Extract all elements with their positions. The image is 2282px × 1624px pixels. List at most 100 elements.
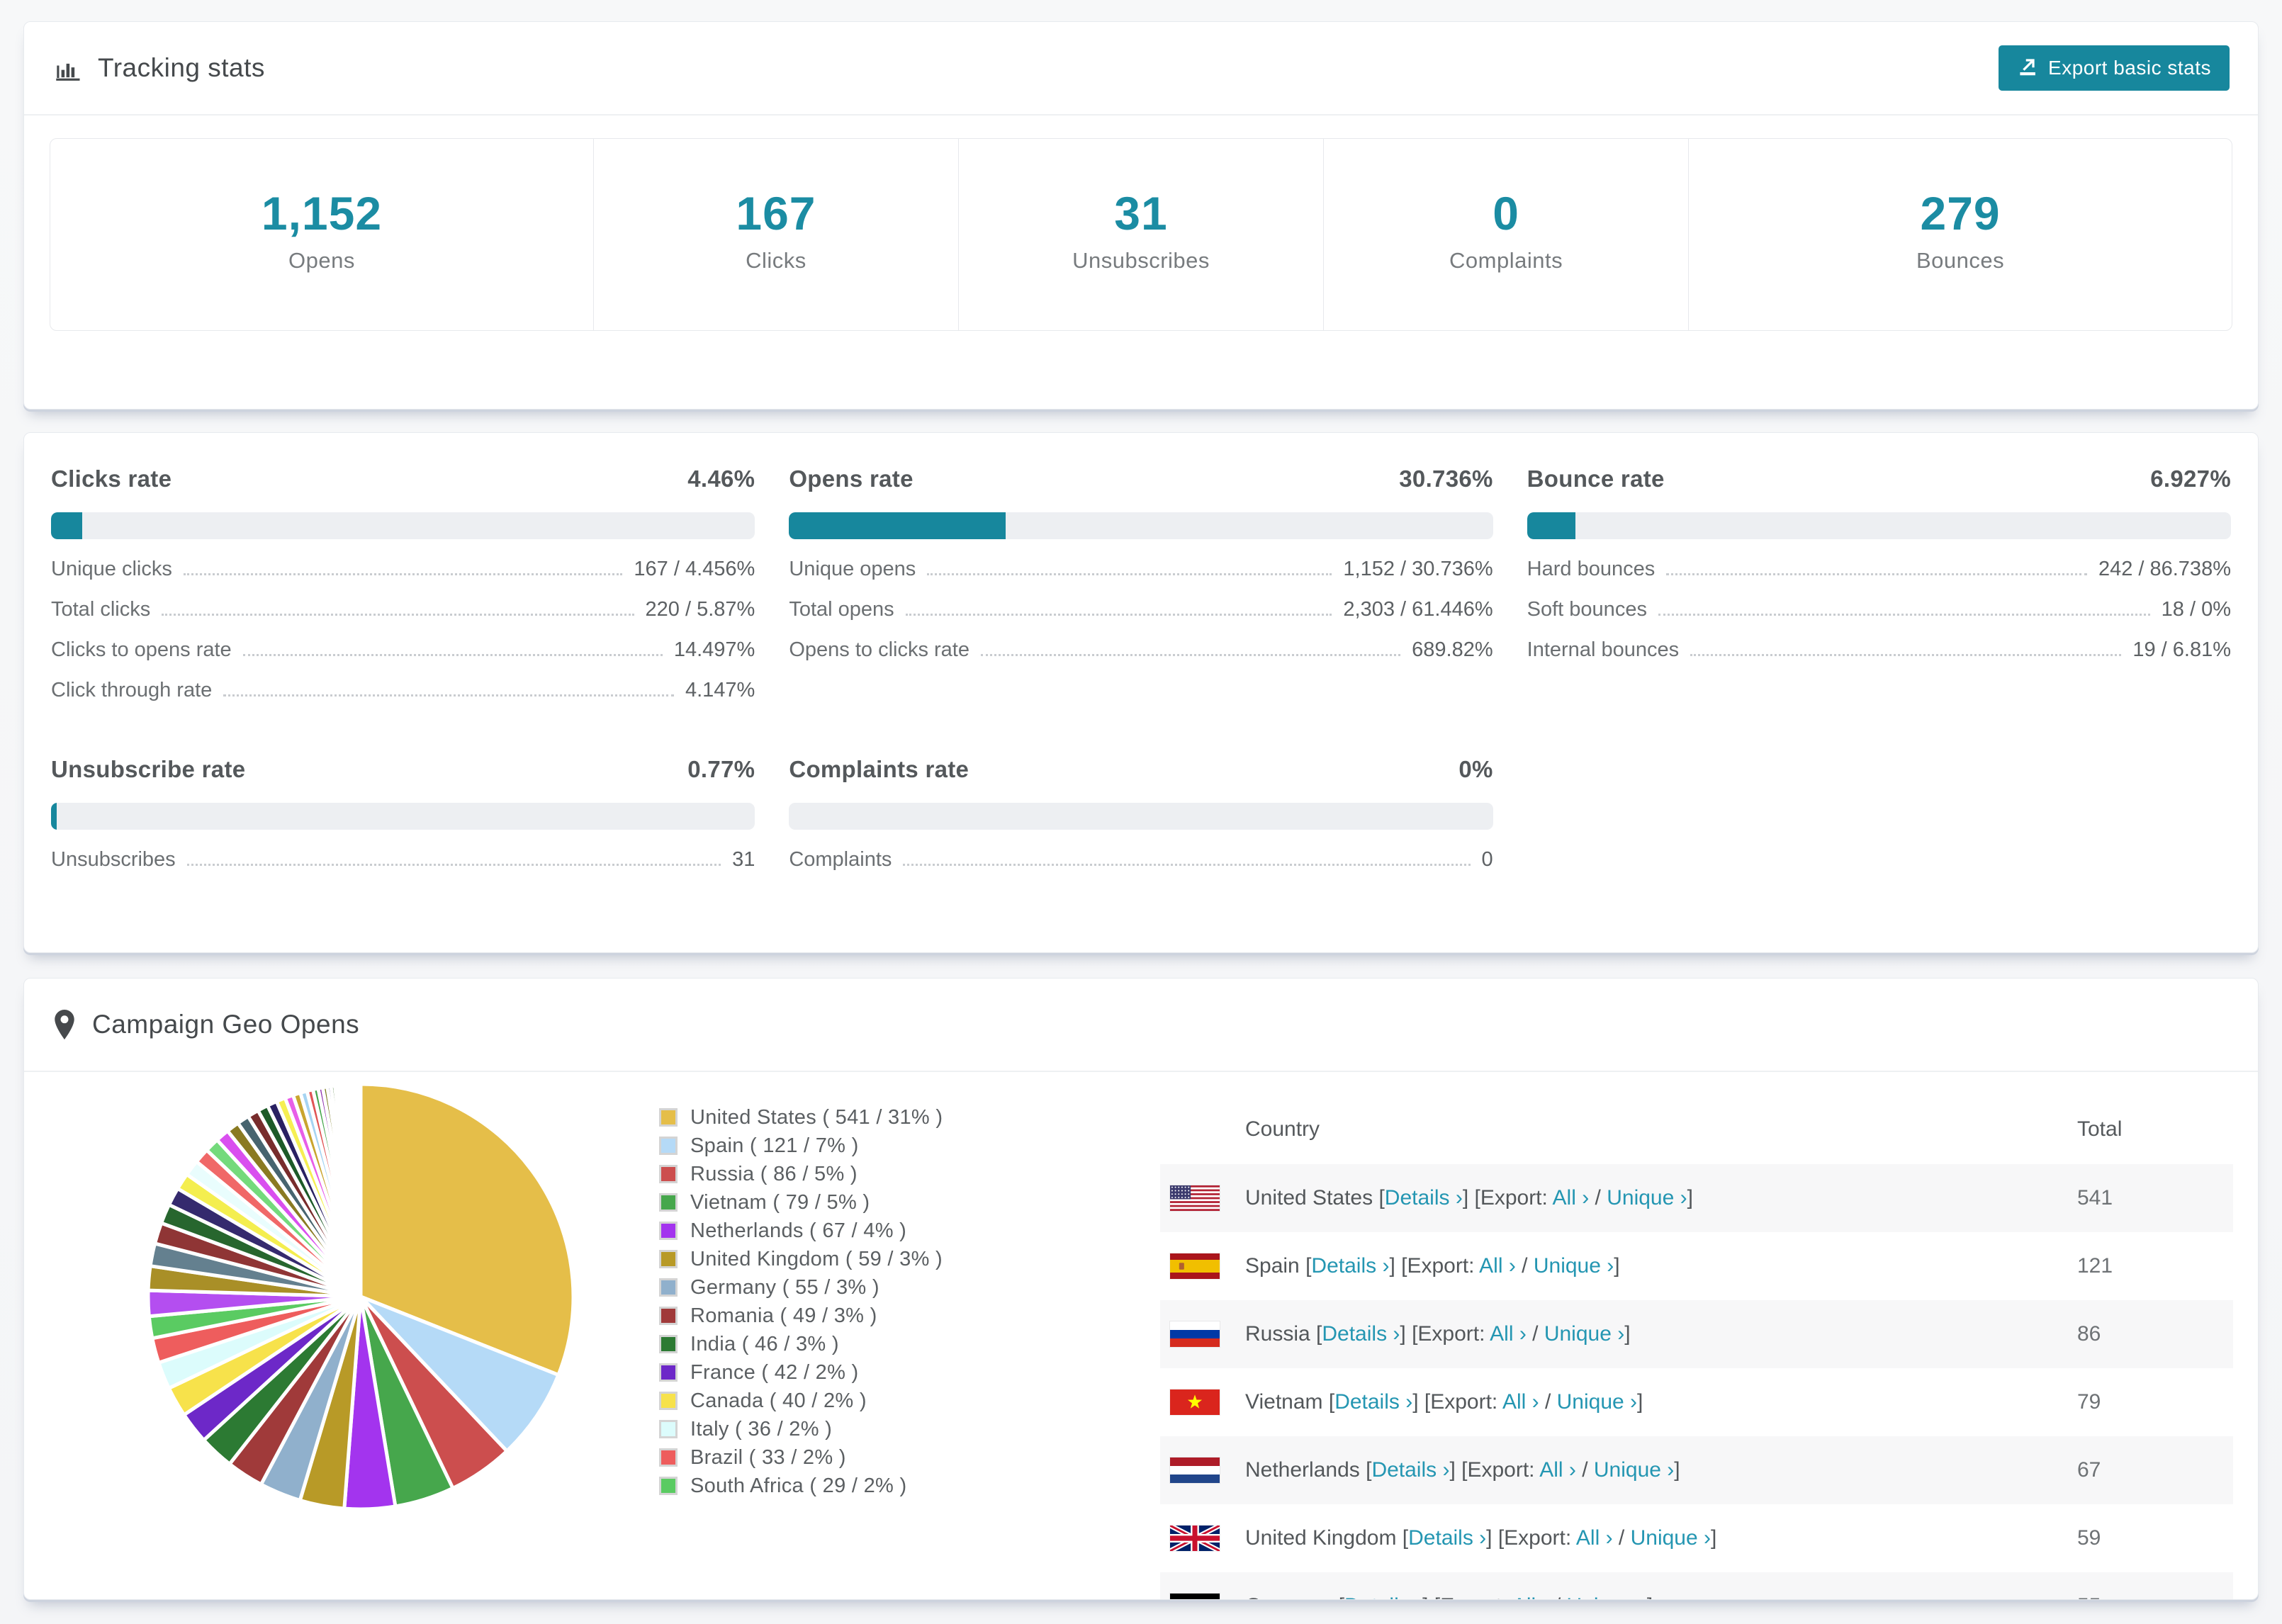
geo-table-row-germany: Germany [Details ›] [Export: All › / Uni… [1160,1572,2233,1599]
stat-cell-opens: 1,152 Opens [50,139,594,330]
rate-stat-value: 220 / 5.87% [645,598,755,621]
legend-label: Spain ( 121 / 7% ) [690,1134,859,1157]
legend-swatch [659,1392,678,1410]
bracket-text: ] [1647,1594,1653,1599]
column-header-total: Total [2077,1117,2123,1141]
progress-bar-unsubscribe-rate [51,803,755,830]
rate-stat-row: Click through rate 4.147% [51,679,755,719]
legend-item-spain: Spain ( 121 / 7% ) [659,1132,943,1160]
legend-label: Canada ( 40 / 2% ) [690,1389,867,1412]
stat-label: Complaints [1449,248,1563,273]
legend-swatch [659,1278,678,1297]
geo-row-total: 59 [2077,1526,2101,1550]
details-link-spain[interactable]: Details › [1311,1254,1390,1278]
legend-swatch [659,1193,678,1212]
geo-title: Campaign Geo Opens [52,1010,359,1039]
stat-value-bounces: 279 [1920,187,2001,239]
progress-bar-fill [789,512,1006,539]
export-unique-link-germany[interactable]: Unique › [1567,1594,1647,1599]
rate-value: 30.736% [1399,466,1493,492]
legend-swatch [659,1250,678,1268]
flag-icon-es [1170,1253,1220,1279]
stat-label: Bounces [1916,248,2005,273]
export-unique-link-russia[interactable]: Unique › [1544,1322,1625,1346]
rate-block-bounce-rate: Bounce rate 6.927% Hard bounces 242 / 86.73… [1527,454,2231,719]
bracket-text: / [1612,1526,1631,1550]
stat-value-clicks: 167 [736,187,816,239]
bracket-text: ] [Export: [1486,1526,1576,1550]
bar-chart-icon [52,53,82,83]
stat-cell-unsubscribes: 31 Unsubscribes [959,139,1325,330]
export-all-link-spain[interactable]: All › [1479,1254,1516,1278]
details-link-germany[interactable]: Details › [1344,1594,1422,1599]
legend-item-russia: Russia ( 86 / 5% ) [659,1160,943,1188]
geo-row-country-cell: United States [Details ›] [Export: All ›… [1245,1186,1693,1210]
dotted-leader [162,614,634,616]
geo-table-row-spain: Spain [Details ›] [Export: All › / Uniqu… [1160,1232,2233,1300]
export-unique-link-united-states[interactable]: Unique › [1607,1186,1687,1209]
legend-label: Romania ( 49 / 3% ) [690,1304,877,1327]
rate-stat-label: Complaints [789,848,892,871]
legend-label: Russia ( 86 / 5% ) [690,1162,858,1185]
details-link-russia[interactable]: Details › [1322,1322,1400,1346]
export-all-link-united-kingdom[interactable]: All › [1575,1526,1613,1550]
dotted-leader [1690,654,2122,656]
export-all-link-germany[interactable]: All › [1512,1594,1549,1599]
rate-title: Opens rate [789,466,914,492]
export-all-link-russia[interactable]: All › [1490,1322,1527,1346]
bracket-text: ] [Export: [1449,1458,1540,1482]
rate-stat-value: 242 / 86.738% [2098,558,2231,580]
export-unique-link-netherlands[interactable]: Unique › [1593,1458,1675,1482]
column-header-country: Country [1245,1117,1320,1141]
legend-item-united-states: United States ( 541 / 31% ) [659,1103,943,1132]
stat-cell-complaints: 0 Complaints [1324,139,1690,330]
geo-opens-pie-chart [132,1068,590,1526]
dotted-leader [223,694,674,697]
bracket-text: ] [1637,1390,1643,1414]
legend-item-vietnam: Vietnam ( 79 / 5% ) [659,1188,943,1217]
stat-label: Clicks [746,248,806,273]
export-unique-link-vietnam[interactable]: Unique › [1556,1390,1638,1414]
legend-swatch [659,1165,678,1183]
export-all-link-vietnam[interactable]: All › [1502,1390,1539,1414]
progress-bar-fill [1527,512,1576,539]
details-link-vietnam[interactable]: Details › [1334,1390,1413,1414]
bracket-text: / [1526,1322,1544,1346]
rate-value: 0.77% [687,756,755,782]
rate-stat-row: Opens to clicks rate 689.82% [789,638,1493,679]
legend-swatch [659,1137,678,1155]
rate-stat-value: 18 / 0% [2161,598,2231,621]
geo-row-country-cell: Netherlands [Details ›] [Export: All › /… [1245,1458,1680,1482]
geo-row-country-cell: United Kingdom [Details ›] [Export: All … [1245,1526,1716,1550]
geo-table-header: Country Total [1160,1107,2233,1164]
flag-icon-vn [1170,1389,1220,1415]
details-link-united-states[interactable]: Details › [1384,1186,1463,1209]
rate-stat-label: Total opens [789,598,894,621]
export-basic-stats-button[interactable]: Export basic stats [1999,45,2230,91]
export-all-link-netherlands[interactable]: All › [1539,1458,1576,1482]
geo-table-row-united-kingdom: United Kingdom [Details ›] [Export: All … [1160,1504,2233,1572]
export-button-label: Export basic stats [2048,57,2211,79]
legend-item-south-africa: South Africa ( 29 / 2% ) [659,1472,943,1500]
export-unique-link-spain[interactable]: Unique › [1533,1254,1614,1278]
rate-stat-value: 31 [732,848,755,871]
rate-stat-row: Clicks to opens rate 14.497% [51,638,755,679]
map-marker-icon [52,1010,77,1039]
dotted-leader [927,573,1332,575]
rate-stat-row: Unique opens 1,152 / 30.736% [789,558,1493,598]
bracket-text: United Kingdom [ [1245,1526,1409,1550]
details-link-united-kingdom[interactable]: Details › [1408,1526,1487,1550]
details-link-netherlands[interactable]: Details › [1371,1458,1450,1482]
rate-stat-value: 0 [1481,848,1493,871]
legend-label: Brazil ( 33 / 2% ) [690,1445,846,1469]
legend-label: United Kingdom ( 59 / 3% ) [690,1247,943,1270]
bracket-text: ] [1674,1458,1680,1482]
legend-item-brazil: Brazil ( 33 / 2% ) [659,1443,943,1472]
dotted-leader [1666,573,2087,575]
legend-label: Italy ( 36 / 2% ) [690,1417,833,1440]
export-unique-link-united-kingdom[interactable]: Unique › [1630,1526,1711,1550]
export-all-link-united-states[interactable]: All › [1552,1186,1590,1209]
geo-row-country-cell: Russia [Details ›] [Export: All › / Uniq… [1245,1322,1631,1346]
geo-row-total: 67 [2077,1458,2101,1482]
legend-item-netherlands: Netherlands ( 67 / 4% ) [659,1217,943,1245]
